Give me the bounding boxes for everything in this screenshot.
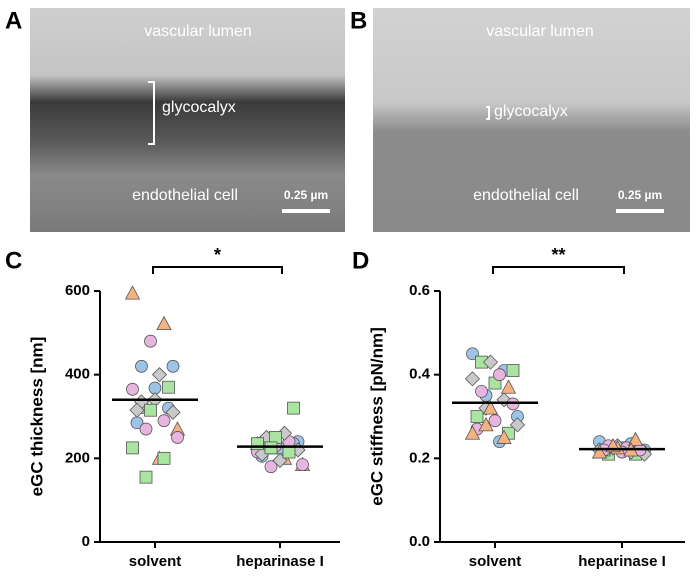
significance-bracket bbox=[152, 266, 283, 274]
micrograph-label: vascular lumen bbox=[144, 23, 252, 40]
significance-label: * bbox=[214, 245, 221, 265]
data-point bbox=[264, 460, 278, 474]
data-point bbox=[287, 401, 300, 415]
data-point bbox=[475, 384, 488, 398]
data-point bbox=[126, 382, 139, 396]
data-point bbox=[493, 368, 506, 382]
data-point bbox=[496, 429, 512, 444]
micrograph-label: glycocalyx bbox=[494, 103, 568, 120]
data-point bbox=[627, 431, 644, 446]
data-point bbox=[478, 417, 494, 432]
data-point bbox=[157, 451, 171, 465]
data-point bbox=[157, 414, 171, 428]
y-tick-label: 0.6 bbox=[409, 282, 430, 299]
data-point bbox=[144, 403, 157, 417]
bracket bbox=[148, 81, 155, 145]
y-tick-label: 0.2 bbox=[409, 449, 430, 466]
micrograph-label: endothelial cell bbox=[132, 187, 238, 204]
data-point bbox=[264, 441, 278, 455]
y-tick-label: 200 bbox=[65, 449, 90, 466]
panel-letter: B bbox=[350, 7, 367, 34]
data-point bbox=[162, 380, 175, 394]
y-axis-label: eGC thickness [nm] bbox=[27, 337, 46, 497]
panel-letter: A bbox=[5, 7, 22, 34]
data-point bbox=[506, 397, 520, 411]
data-point bbox=[139, 422, 153, 436]
panel-letter: C bbox=[5, 247, 22, 274]
micrograph bbox=[30, 8, 345, 232]
data-point bbox=[296, 458, 309, 472]
x-tick-label: heparinase I bbox=[578, 553, 666, 570]
data-point bbox=[129, 402, 145, 418]
x-tick-label: solvent bbox=[129, 553, 182, 570]
x-tick-label: solvent bbox=[469, 553, 522, 570]
y-tick-label: 400 bbox=[65, 366, 90, 383]
y-axis-label: eGC stiffness [pN/nm] bbox=[367, 327, 386, 506]
data-point bbox=[151, 367, 168, 383]
y-tick-label: 0.0 bbox=[409, 533, 430, 550]
significance-bracket bbox=[492, 266, 625, 274]
data-point bbox=[126, 441, 139, 455]
y-tick-label: 0.4 bbox=[409, 366, 431, 383]
data-point bbox=[166, 359, 180, 373]
data-point bbox=[251, 437, 264, 451]
data-point bbox=[165, 404, 181, 420]
scale-label: 0.25 µm bbox=[618, 188, 662, 202]
micrograph-label: vascular lumen bbox=[486, 23, 594, 40]
data-point bbox=[509, 417, 526, 433]
data-point bbox=[124, 285, 141, 300]
y-tick-label: 600 bbox=[65, 282, 90, 299]
data-point bbox=[482, 400, 499, 415]
data-point bbox=[591, 444, 608, 459]
micrograph-label: endothelial cell bbox=[473, 187, 579, 204]
panel-letter: D bbox=[352, 247, 369, 274]
data-point bbox=[488, 414, 502, 428]
bracket bbox=[486, 106, 490, 120]
data-point bbox=[482, 354, 499, 370]
data-point bbox=[500, 379, 517, 394]
data-point bbox=[156, 315, 172, 331]
data-point bbox=[506, 364, 520, 377]
data-point bbox=[135, 359, 148, 373]
data-point bbox=[464, 371, 481, 387]
scale-label: 0.25 µm bbox=[284, 188, 328, 202]
data-point bbox=[171, 431, 184, 444]
data-point bbox=[144, 334, 157, 348]
y-tick-label: 0 bbox=[82, 533, 90, 550]
x-tick-label: heparinase I bbox=[236, 553, 324, 570]
data-point bbox=[470, 410, 484, 423]
micrograph bbox=[373, 8, 690, 232]
significance-label: ** bbox=[551, 245, 565, 265]
micrograph-label: glycocalyx bbox=[162, 99, 236, 116]
data-point bbox=[139, 470, 153, 484]
data-point bbox=[464, 425, 481, 440]
